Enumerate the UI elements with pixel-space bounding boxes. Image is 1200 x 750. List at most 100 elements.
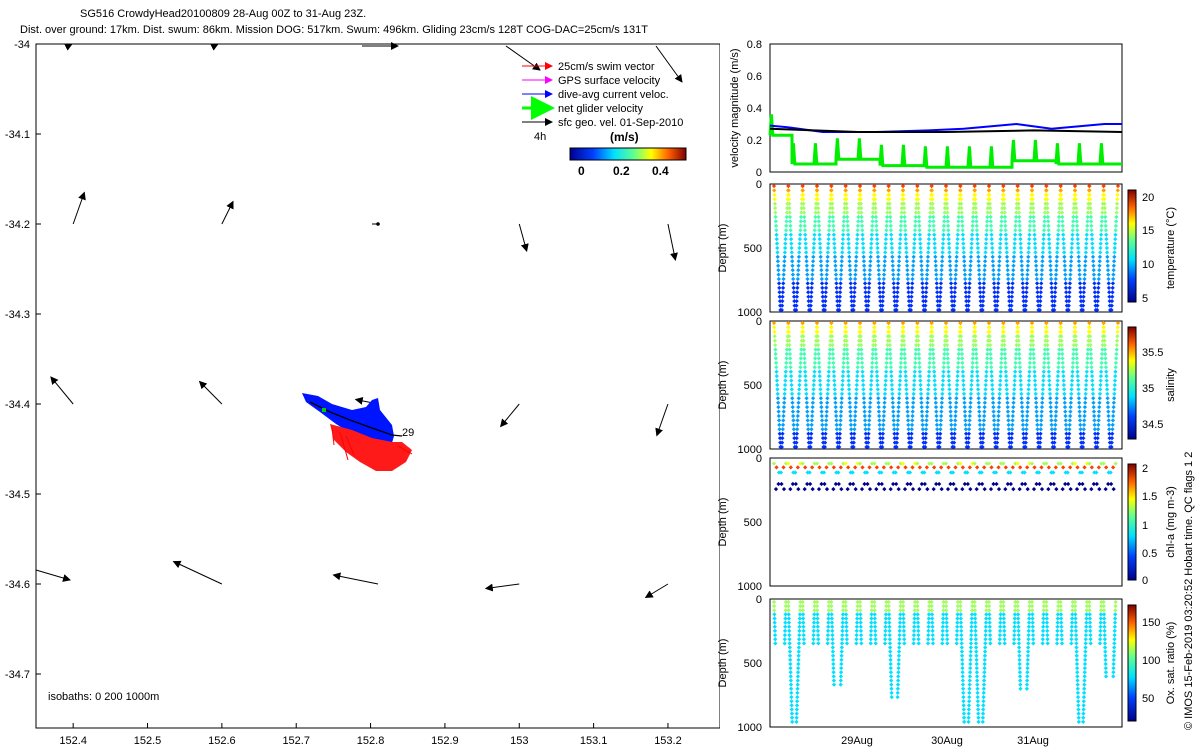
depth-sample-point: [771, 320, 777, 326]
legend-sfc-geo-label: sfc geo. vel. 01-Sep-2010: [558, 117, 683, 129]
depth-sample-point: [975, 241, 980, 246]
depth-sample-point: [791, 427, 796, 432]
depth-sample-point: [813, 210, 818, 215]
depth-sample-point: [800, 325, 806, 330]
depth-sample-point: [967, 413, 972, 419]
oxygen-sample-point: [800, 599, 805, 605]
depth-sample-point: [1060, 228, 1066, 233]
depth-sample-point: [1046, 219, 1051, 224]
chla-cbar-label: chl-a (mg m-3): [1165, 486, 1177, 558]
depth-sample-point: [962, 409, 968, 414]
chla-sample-point: [876, 481, 881, 487]
depth-sample-point: [1013, 228, 1018, 233]
depth-sample-point: [1041, 237, 1046, 242]
chla-sample-point: [953, 465, 958, 470]
chla-sample-point: [932, 465, 937, 470]
depth-sample-point: [783, 374, 788, 379]
oxygen-sample-point: [974, 666, 979, 671]
depth-sample-point: [1109, 436, 1115, 441]
depth-sample-point: [1099, 365, 1104, 370]
depth-sample-point: [1075, 369, 1080, 374]
depth-sample-point: [847, 400, 852, 405]
depth-sample-point: [899, 356, 904, 361]
oxygen-sample-point: [940, 637, 945, 642]
depth-sample-point: [1004, 245, 1009, 251]
depth-sample-point: [987, 197, 992, 202]
oxygen-sample-point: [1030, 612, 1035, 617]
depth-sample-point: [1096, 409, 1102, 414]
depth-sample-point: [783, 365, 789, 370]
chla-sample-point: [972, 461, 977, 466]
oxygen-sample-point: [1074, 641, 1079, 646]
oxygen-sample-point: [883, 628, 888, 634]
depth-sample-point: [1096, 285, 1101, 290]
depth-sample-point: [884, 223, 889, 228]
depth-sample-point: [818, 387, 823, 392]
depth-sample-point: [811, 387, 816, 392]
velocity-ytick: 0.8: [747, 39, 762, 51]
depth-sample-point: [775, 396, 781, 401]
map-xtick-label: 152.8: [357, 735, 385, 747]
depth-sample-point: [1014, 210, 1019, 215]
depth-sample-point: [1032, 237, 1037, 242]
oxygen-sample-point: [1069, 624, 1074, 629]
depth-sample-point: [797, 378, 802, 383]
depth-sample-point: [968, 254, 974, 259]
depth-sample-point: [1045, 351, 1051, 357]
chla-sample-point: [803, 465, 808, 470]
depth-sample-point: [827, 360, 832, 365]
depth-sample-point: [961, 254, 967, 259]
depth-sample-point: [934, 418, 939, 423]
depth-sample-point: [1068, 405, 1073, 410]
temperature-ylabel: Depth (m): [717, 224, 729, 273]
oxygen-sample-point: [972, 599, 977, 605]
oxygen-sample-point: [782, 641, 787, 646]
oxygen-sample-point: [1076, 715, 1081, 720]
depth-sample-point: [794, 436, 799, 441]
depth-sample-point: [902, 347, 907, 352]
depth-sample-point: [1049, 281, 1054, 286]
oxygen-sample-point: [955, 612, 960, 617]
depth-sample-point: [774, 365, 779, 370]
depth-sample-point: [1076, 245, 1081, 251]
depth-sample-point: [772, 197, 777, 202]
depth-sample-point: [908, 444, 914, 450]
oxygen-sample-point: [815, 624, 820, 629]
depth-sample-point: [1041, 374, 1046, 379]
depth-sample-point: [775, 245, 780, 251]
depth-sample-point: [945, 343, 950, 348]
depth-sample-point: [1032, 374, 1037, 379]
depth-sample-point: [1003, 232, 1008, 237]
depth-sample-point: [1046, 223, 1051, 228]
depth-sample-point: [834, 431, 840, 436]
depth-sample-point: [1052, 436, 1057, 441]
depth-sample-point: [867, 409, 872, 414]
oxygen-sample-point: [973, 641, 979, 646]
oxygen-sample-point: [829, 612, 834, 617]
oxygen-sample-point: [954, 637, 959, 642]
depth-sample-point: [1020, 272, 1025, 277]
depth-sample-point: [940, 250, 945, 255]
oxygen-sample-point: [772, 608, 777, 613]
depth-sample-point: [817, 237, 822, 242]
oxygen-sample-point: [898, 608, 903, 613]
depth-sample-point: [1017, 360, 1022, 365]
net-velocity-marker: [322, 408, 326, 412]
depth-sample-point: [1003, 360, 1008, 365]
depth-sample-point: [981, 281, 987, 286]
oxygen-sample-point: [1103, 661, 1108, 667]
depth-sample-point: [913, 356, 918, 361]
oxygen-sample-point: [1045, 637, 1050, 642]
oxygen-sample-point: [829, 604, 834, 609]
depth-sample-point: [858, 188, 863, 193]
oxygen-sample-point: [1103, 649, 1108, 654]
oxygen-sample-point: [795, 694, 800, 700]
chla-sample-point: [1060, 487, 1065, 492]
depth-sample-point: [1049, 413, 1054, 419]
oxygen-sample-point: [975, 703, 981, 708]
depth-sample-point: [1028, 356, 1033, 361]
depth-sample-point: [812, 232, 817, 237]
oxygen-sample-point: [796, 641, 802, 646]
depth-sample-point: [906, 436, 912, 441]
depth-sample-point: [931, 214, 936, 220]
